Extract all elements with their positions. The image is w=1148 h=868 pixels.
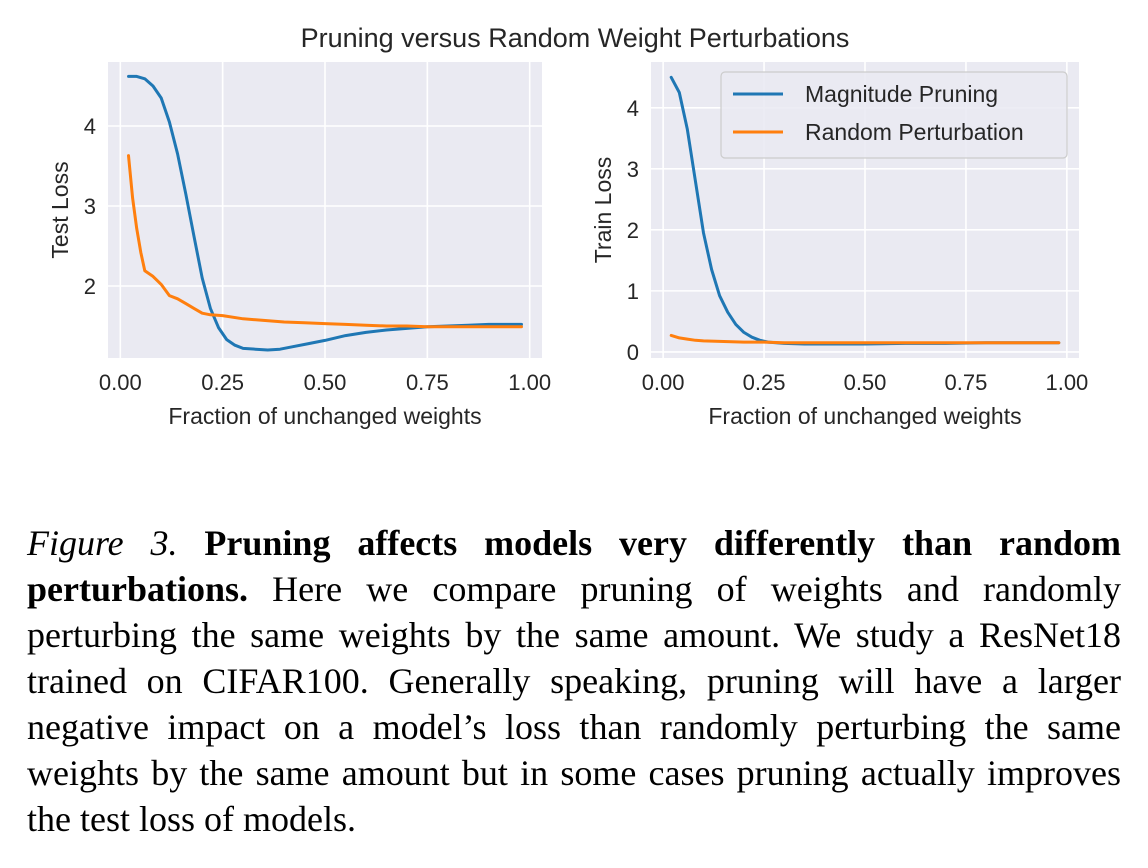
test-loss-x-tick-label: 0.50 [304, 370, 347, 395]
figure-suptitle: Pruning versus Random Weight Perturbatio… [301, 23, 850, 53]
train-loss-panel: 0.00 0.25 0.50 0.75 1.00 0 1 2 3 4 Fraction of unc… [590, 62, 1088, 429]
caption-bold-heading: Pruning affects models very differently … [27, 523, 1121, 609]
train-loss-x-tick-label: 0.25 [743, 370, 786, 395]
figure-svg: Pruning versus Random Weight Perturbatio… [47, 23, 1088, 429]
train-loss-y-tick-label: 3 [627, 157, 639, 182]
train-loss-y-axis-label: Train Loss [590, 157, 616, 264]
train-loss-y-tick-label: 2 [627, 218, 639, 243]
test-loss-x-tick-label: 0.25 [201, 370, 244, 395]
test-loss-random-perturbation-line [127, 154, 523, 329]
train-loss-y-tick-label: 0 [627, 340, 639, 365]
train-loss-legend-label-magnitude-pruning: Magnitude Pruning [805, 81, 998, 107]
train-loss-random-perturbation-line [669, 333, 1061, 345]
train-loss-y-tick-label: 4 [627, 96, 639, 121]
test-loss-x-tick-label: 1.00 [508, 370, 551, 395]
train-loss-x-axis-label: Fraction of unchanged weights [708, 403, 1021, 429]
caption-figure-label: Figure 3. [27, 523, 178, 563]
test-loss-y-axis-label: Test Loss [47, 161, 73, 258]
train-loss-x-tick-label: 1.00 [1045, 370, 1088, 395]
test-loss-y-tick-label: 4 [84, 114, 96, 139]
train-loss-legend-box [720, 71, 1068, 159]
train-loss-x-tick-label: 0.00 [642, 370, 685, 395]
train-loss-legend-label-random-perturbation: Random Perturbation [805, 119, 1024, 145]
test-loss-y-tick-label: 2 [84, 274, 96, 299]
train-loss-x-tick-label: 0.75 [945, 370, 988, 395]
train-loss-y-tick-label: 1 [627, 279, 639, 304]
test-loss-panel: 0.00 0.25 0.50 0.75 1.00 2 3 4 Fraction of uncha… [47, 62, 551, 429]
test-loss-x-axis-label: Fraction of unchanged weights [168, 403, 481, 429]
figure-caption: Figure 3. Pruning affects models very di… [27, 520, 1121, 842]
test-loss-x-tick-label: 0.75 [406, 370, 449, 395]
test-loss-y-tick-label: 3 [84, 194, 96, 219]
test-loss-x-tick-label: 0.00 [99, 370, 142, 395]
train-loss-legend: Magnitude Pruning Random Perturbation [720, 71, 1068, 159]
caption-body: Here we compare pruning of weights and r… [27, 569, 1122, 839]
train-loss-x-tick-label: 0.50 [844, 370, 887, 395]
figure: Pruning versus Random Weight Perturbatio… [47, 23, 1088, 429]
